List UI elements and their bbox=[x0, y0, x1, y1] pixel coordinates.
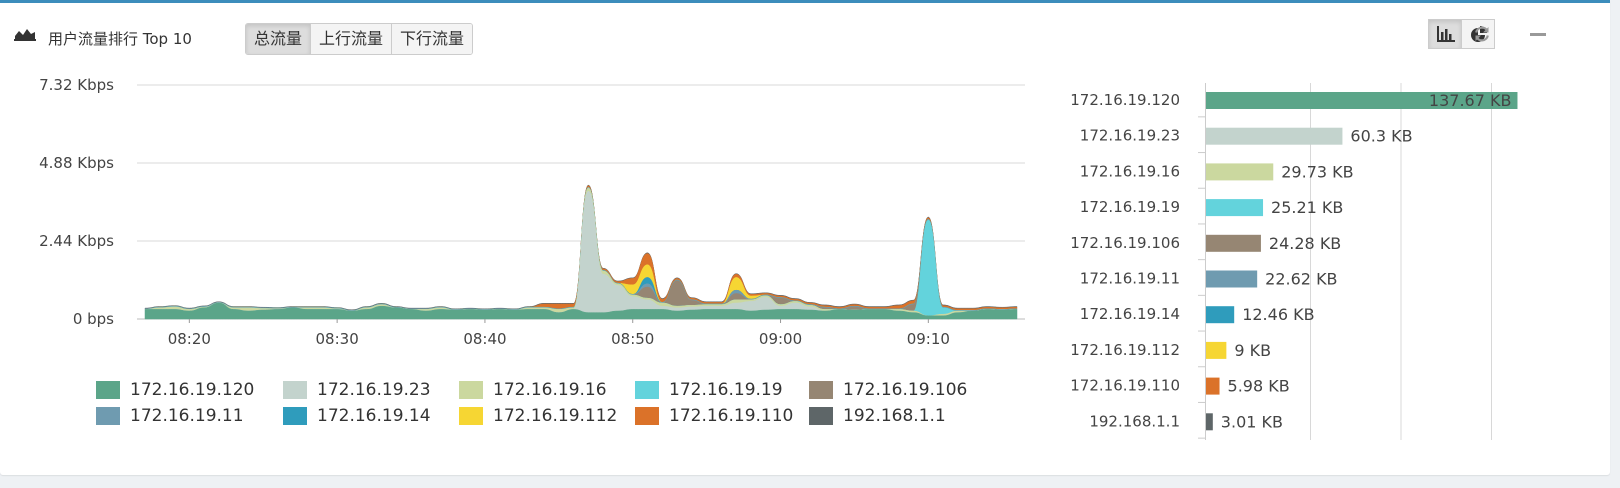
legend-label: 172.16.19.110 bbox=[669, 406, 794, 426]
x-tick-label: 08:20 bbox=[168, 330, 211, 348]
tab-total-traffic[interactable]: 总流量 bbox=[246, 24, 312, 54]
bar-172.16.19.106 bbox=[1206, 234, 1261, 252]
bar-category-label: 172.16.19.14 bbox=[1080, 305, 1180, 323]
tab-upload-traffic[interactable]: 上行流量 bbox=[311, 24, 393, 54]
bar-value-label: 22.62 KB bbox=[1265, 270, 1337, 289]
legend-item[interactable]: 172.16.19.11 bbox=[96, 405, 244, 427]
bar-value-label: 29.73 KB bbox=[1281, 162, 1353, 181]
area-series-172.16.19.23 bbox=[144, 190, 1018, 317]
panel-header: 用户流量排行 Top 10 总流量 上行流量 下行流量 bbox=[0, 3, 1610, 55]
bar-category-label: 172.16.19.11 bbox=[1080, 270, 1180, 288]
traffic-ranking-panel: 用户流量排行 Top 10 总流量 上行流量 下行流量 bbox=[0, 0, 1610, 475]
bar-value-label: 25.21 KB bbox=[1271, 198, 1343, 217]
legend-item[interactable]: 172.16.19.23 bbox=[283, 379, 431, 401]
panel-title: 用户流量排行 Top 10 bbox=[48, 30, 192, 48]
y-tick-label: 7.32 Kbps bbox=[39, 76, 114, 94]
legend-label: 172.16.19.120 bbox=[130, 380, 255, 400]
legend-item[interactable]: 172.16.19.14 bbox=[283, 405, 431, 427]
bar-172.16.19.16 bbox=[1206, 163, 1274, 181]
bar-192.168.1.1 bbox=[1206, 413, 1213, 431]
bar-category-label: 172.16.19.23 bbox=[1080, 127, 1180, 145]
legend-label: 172.16.19.19 bbox=[669, 380, 783, 400]
bar-category-label: 172.16.19.16 bbox=[1080, 162, 1180, 180]
legend-item[interactable]: 172.16.19.19 bbox=[635, 379, 783, 401]
bar-category-label: 172.16.19.19 bbox=[1080, 198, 1180, 216]
bar-value-label: 24.28 KB bbox=[1269, 234, 1341, 253]
legend-swatch bbox=[809, 381, 833, 399]
x-tick-label: 08:50 bbox=[611, 330, 654, 348]
legend-label: 172.16.19.106 bbox=[843, 380, 968, 400]
legend-swatch bbox=[459, 407, 483, 425]
bar-172.16.19.23 bbox=[1206, 127, 1343, 145]
x-tick-label: 08:40 bbox=[463, 330, 506, 348]
bar-172.16.19.11 bbox=[1206, 270, 1258, 288]
legend-swatch bbox=[635, 407, 659, 425]
y-tick-label: 4.88 Kbps bbox=[39, 154, 114, 172]
legend-swatch bbox=[459, 381, 483, 399]
bar-172.16.19.112 bbox=[1206, 341, 1227, 359]
legend-swatch bbox=[283, 381, 307, 399]
x-tick-label: 09:00 bbox=[759, 330, 802, 348]
bar-category-label: 172.16.19.120 bbox=[1070, 91, 1180, 109]
area-chart-icon bbox=[14, 29, 36, 41]
legend-item[interactable]: 172.16.19.106 bbox=[809, 379, 967, 401]
tab-download-traffic[interactable]: 下行流量 bbox=[392, 24, 473, 54]
legend-swatch bbox=[283, 407, 307, 425]
legend-swatch bbox=[96, 381, 120, 399]
x-tick-label: 08:30 bbox=[316, 330, 359, 348]
bar-value-label: 3.01 KB bbox=[1221, 412, 1283, 431]
bar-172.16.19.110 bbox=[1206, 377, 1220, 395]
bar-172.16.19.14 bbox=[1206, 306, 1235, 324]
bar-category-label: 172.16.19.112 bbox=[1070, 341, 1180, 359]
legend-label: 172.16.19.16 bbox=[493, 380, 607, 400]
y-tick-label: 2.44 Kbps bbox=[39, 232, 114, 250]
y-tick-label: 0 bps bbox=[73, 310, 114, 328]
bar-category-label: 172.16.19.106 bbox=[1070, 234, 1180, 252]
legend-item[interactable]: 192.168.1.1 bbox=[809, 405, 946, 427]
bar-172.16.19.120 bbox=[1206, 92, 1518, 109]
legend-label: 172.16.19.112 bbox=[493, 406, 618, 426]
legend-item[interactable]: 172.16.19.120 bbox=[96, 379, 254, 401]
refresh-icon[interactable] bbox=[1473, 25, 1491, 43]
bar-chart-button[interactable] bbox=[1428, 19, 1462, 49]
minimize-icon[interactable] bbox=[1530, 33, 1546, 37]
legend-label: 172.16.19.11 bbox=[130, 406, 244, 426]
legend-label: 172.16.19.23 bbox=[317, 380, 431, 400]
legend-item[interactable]: 172.16.19.112 bbox=[459, 405, 617, 427]
bar-value-label: 9 KB bbox=[1234, 341, 1271, 360]
bar-value-label: 12.46 KB bbox=[1242, 305, 1314, 324]
legend-label: 192.168.1.1 bbox=[843, 406, 946, 426]
area-series-172.16.19.120 bbox=[144, 302, 1018, 320]
bar-value-label: 5.98 KB bbox=[1228, 377, 1290, 396]
legend-swatch bbox=[96, 407, 120, 425]
bar-value-label: 60.3 KB bbox=[1350, 127, 1412, 146]
legend-item[interactable]: 172.16.19.16 bbox=[459, 379, 607, 401]
legend-label: 172.16.19.14 bbox=[317, 406, 431, 426]
traffic-type-tabs: 总流量 上行流量 下行流量 bbox=[245, 23, 474, 55]
pie-chart-button[interactable] bbox=[1461, 19, 1495, 49]
bar-172.16.19.19 bbox=[1206, 199, 1264, 217]
bar-category-label: 172.16.19.110 bbox=[1070, 377, 1180, 395]
area-series-group bbox=[144, 184, 1018, 320]
legend-swatch bbox=[635, 381, 659, 399]
bar-category-label: 192.168.1.1 bbox=[1089, 412, 1180, 430]
legend-item[interactable]: 172.16.19.110 bbox=[635, 405, 793, 427]
traffic-area-chart: 0 bps 2.44 Kbps 4.88 Kbps 7.32 Kbps 08:20 08:… bbox=[39, 76, 1025, 348]
x-tick-label: 09:10 bbox=[907, 330, 950, 348]
bar-chart-icon bbox=[1437, 26, 1455, 42]
legend-swatch bbox=[809, 407, 833, 425]
traffic-bar-chart: 172.16.19.120 137.67 KB 172.16.19.23 60.3 K… bbox=[1070, 83, 1518, 440]
bar-value-label: 137.67 KB bbox=[1429, 91, 1512, 110]
